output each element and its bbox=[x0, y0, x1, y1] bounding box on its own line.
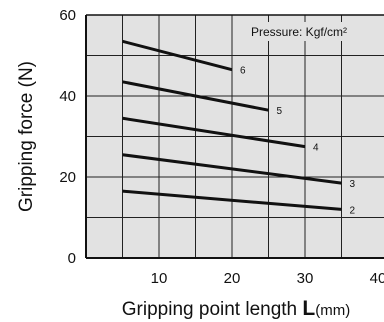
x-tick-label: 10 bbox=[151, 270, 168, 287]
y-tick-label: 0 bbox=[68, 250, 76, 267]
series-label-5: 5 bbox=[277, 106, 283, 117]
x-axis-title-symbol: L bbox=[302, 297, 315, 320]
series-label-6: 6 bbox=[240, 66, 246, 77]
series-line-6 bbox=[122, 39, 233, 72]
x-axis-title: Gripping point length L(mm) bbox=[122, 297, 350, 320]
y-tick-label: 20 bbox=[59, 169, 76, 186]
series-line-3 bbox=[122, 153, 342, 185]
y-axis-title: Gripping force (N) bbox=[16, 61, 37, 212]
series-lines bbox=[122, 39, 342, 211]
x-axis-title-text: Gripping point length bbox=[122, 299, 303, 320]
series-label-4: 4 bbox=[313, 143, 319, 154]
series-label-3: 3 bbox=[350, 179, 356, 190]
series-labels: 6 5 4 3 2 bbox=[240, 66, 356, 217]
series-label-2: 2 bbox=[350, 205, 356, 216]
x-tick-label: 30 bbox=[297, 270, 314, 287]
annotation-background bbox=[246, 22, 384, 41]
series-line-5 bbox=[122, 80, 269, 112]
y-tick-label: 40 bbox=[59, 88, 76, 105]
pressure-annotation: Pressure: Kgf/cm² bbox=[251, 25, 347, 39]
x-tick-label: 20 bbox=[224, 270, 241, 287]
series-line-4 bbox=[122, 116, 306, 149]
tick-labels: 10 20 30 40 0 20 40 60 bbox=[59, 7, 384, 287]
axes bbox=[85, 14, 384, 259]
annotation-box: Pressure: Kgf/cm² bbox=[246, 22, 384, 41]
y-tick-label: 60 bbox=[59, 7, 76, 24]
x-tick-label: 40 bbox=[370, 270, 384, 287]
x-axis-title-unit: (mm) bbox=[315, 302, 350, 319]
series-line-2 bbox=[122, 189, 342, 211]
